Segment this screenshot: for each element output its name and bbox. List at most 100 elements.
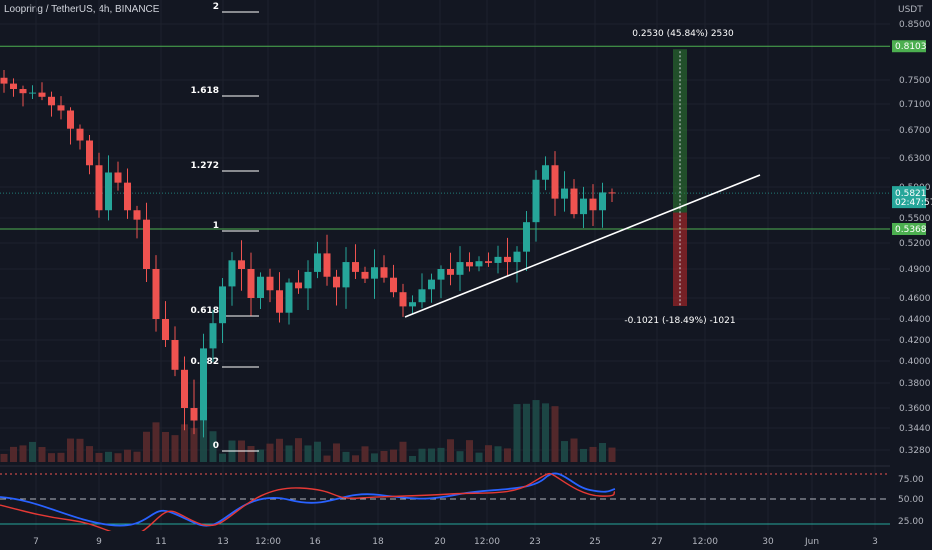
candle-body — [437, 269, 445, 280]
candle-body — [342, 262, 350, 288]
candle-body — [589, 198, 597, 211]
time-axis: 7 9 11 13 12:00 16 18 20 12:00 23 25 27 12:00 30 Jun 3 — [0, 531, 890, 550]
volume-bar — [276, 438, 283, 462]
candle-body — [48, 96, 55, 106]
fib-level-label: 1.618 — [191, 86, 219, 96]
trendline — [404, 174, 761, 318]
fib-level-label: 0.618 — [191, 306, 219, 316]
currency-label: USDT — [898, 5, 923, 15]
chart-title: Loopring / TetherUS, 4h, BINANCE — [4, 4, 160, 15]
candle-body — [295, 282, 302, 289]
candle-body — [181, 369, 188, 408]
volume-bar — [114, 453, 122, 462]
volume-bar — [437, 447, 445, 462]
candle-body — [390, 277, 397, 293]
candle-body — [114, 172, 122, 183]
time-tick: 13 — [217, 537, 228, 547]
candle-body — [580, 198, 587, 215]
volume-bar — [10, 446, 17, 462]
volume-bar — [143, 431, 150, 462]
candle-body — [190, 408, 198, 421]
volume-bar — [181, 424, 188, 462]
volume-bar — [76, 438, 84, 462]
candle-body — [57, 105, 65, 111]
volume-bar — [219, 453, 226, 462]
candle-body — [409, 302, 416, 307]
volume-bar — [342, 451, 350, 462]
time-tick: 16 — [309, 537, 321, 547]
stop-price-tag: 0.5368 — [895, 225, 927, 235]
candle-body — [428, 279, 435, 290]
fib-level-label: 2 — [213, 2, 219, 12]
price-tick: 0.7100 — [899, 100, 931, 110]
candle-body — [209, 323, 217, 349]
price-tick: 0.4600 — [899, 294, 931, 304]
price-tick: 0.4000 — [899, 357, 931, 367]
candle-body — [447, 269, 454, 275]
candle-body — [523, 222, 530, 252]
candle-body — [485, 261, 492, 263]
candle-body — [513, 251, 521, 263]
volume-bar — [532, 400, 540, 462]
candle-body — [333, 276, 340, 288]
candle-body — [456, 262, 464, 275]
price-tick: 0.6300 — [899, 154, 931, 164]
candle-body — [238, 260, 245, 269]
price-tick: 0.3440 — [899, 424, 931, 434]
loss-label: -0.1021 (-18.49%) -1021 — [624, 316, 735, 326]
candle-body — [143, 219, 150, 269]
time-tick: 25 — [589, 537, 600, 547]
volume-bar — [152, 422, 160, 462]
time-tick: 11 — [155, 537, 166, 547]
candle-body — [257, 276, 264, 298]
candle-body — [228, 260, 236, 287]
profit-zone — [673, 49, 687, 213]
candle-countdown: 02:47:57 — [895, 198, 932, 208]
volume-bar — [589, 446, 597, 462]
volume-bar — [57, 452, 65, 462]
time-tick: 12:00 — [692, 537, 718, 547]
candle-body — [38, 92, 46, 97]
volume-bar — [200, 420, 207, 462]
volume-bar — [599, 443, 606, 462]
candle-body — [304, 271, 312, 289]
volume-bar — [418, 448, 426, 462]
time-tick: 9 — [96, 537, 102, 547]
time-tick: 23 — [529, 537, 540, 547]
price-tick: 0.3600 — [899, 404, 931, 414]
volume-bar — [475, 452, 483, 462]
price-tick: 0.6700 — [899, 126, 931, 136]
price-tick: 0.5500 — [899, 214, 931, 224]
volume-bar — [323, 455, 331, 462]
candle-body — [124, 182, 131, 211]
volume-bar — [247, 446, 255, 462]
volume-bar — [542, 403, 549, 462]
volume-bar — [162, 431, 169, 462]
candle-body — [504, 256, 511, 263]
volume-bar — [523, 403, 530, 462]
candle-body — [29, 92, 36, 94]
time-tick: Jun — [804, 537, 819, 547]
candle-body — [361, 271, 369, 279]
volume-bar — [48, 453, 55, 462]
candle-body — [475, 261, 483, 267]
candle-body — [542, 165, 549, 180]
volume-bar — [361, 446, 369, 462]
price-tick: 0.7500 — [899, 76, 931, 86]
current-price-tag: 0.5821 — [895, 189, 927, 199]
candle-body — [418, 289, 426, 303]
candle-body — [152, 269, 160, 319]
volume-bar — [19, 445, 27, 462]
candle-body — [171, 340, 179, 370]
volume-bar — [390, 449, 397, 462]
time-axis-bg — [0, 531, 890, 550]
price-tick: 0.3280 — [899, 446, 931, 456]
candle-body — [67, 110, 74, 129]
time-tick: 3 — [872, 537, 878, 547]
candle-body — [76, 128, 84, 141]
current-price-tag-bg — [892, 186, 926, 209]
candle-body — [551, 165, 559, 199]
volume-bar — [485, 445, 492, 462]
time-tick: 20 — [434, 537, 446, 547]
